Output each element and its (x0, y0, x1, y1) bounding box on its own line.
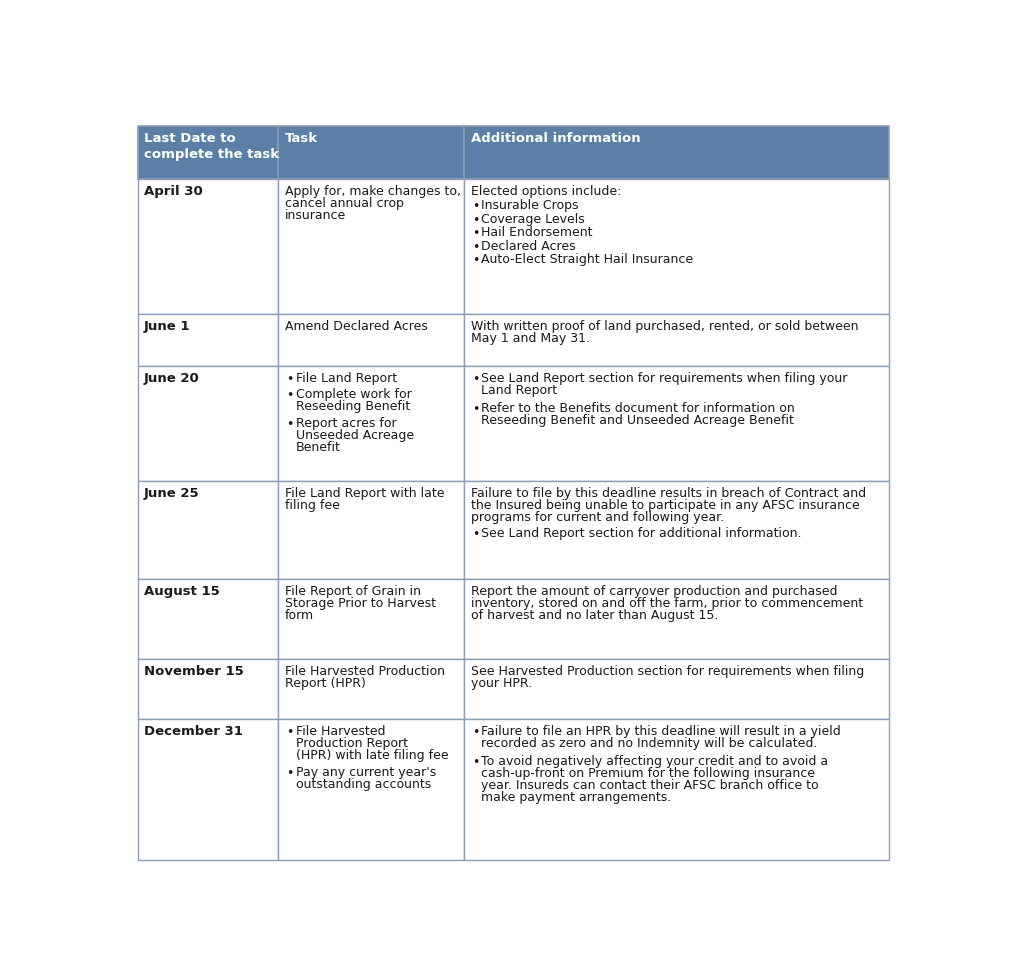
Text: Report (HPR): Report (HPR) (285, 677, 366, 690)
Text: June 1: June 1 (143, 320, 190, 333)
Text: filing fee: filing fee (285, 500, 340, 512)
Text: •: • (472, 227, 479, 240)
Bar (279, 579, 465, 659)
Text: Declared Acres: Declared Acres (481, 240, 577, 253)
Text: cancel annual crop: cancel annual crop (285, 197, 403, 210)
Bar (465, 719, 889, 860)
Bar (465, 126, 889, 179)
Text: November 15: November 15 (143, 665, 244, 678)
Text: December 31: December 31 (143, 725, 243, 739)
Text: Elected options include:: Elected options include: (471, 185, 621, 198)
Bar (465, 481, 889, 579)
Text: (HPR) with late filing fee: (HPR) with late filing fee (296, 750, 449, 762)
Text: your HPR.: your HPR. (471, 677, 531, 690)
Text: Benefit: Benefit (296, 441, 340, 454)
Text: •: • (472, 402, 479, 416)
Text: Additional information: Additional information (471, 133, 640, 145)
Text: May 1 and May 31.: May 1 and May 31. (471, 332, 590, 345)
Text: File Report of Grain in: File Report of Grain in (285, 585, 421, 598)
Bar (137, 313, 279, 366)
Text: cash-up-front on Premium for the following insurance: cash-up-front on Premium for the followi… (481, 767, 815, 781)
Text: Reseeding Benefit and Unseeded Acreage Benefit: Reseeding Benefit and Unseeded Acreage B… (481, 414, 795, 427)
Text: Hail Endorsement: Hail Endorsement (481, 226, 593, 239)
Text: June 25: June 25 (143, 487, 200, 501)
Bar (137, 719, 279, 860)
Text: Report the amount of carryover production and purchased: Report the amount of carryover productio… (471, 585, 837, 598)
Text: insurance: insurance (285, 209, 346, 222)
Text: Land Report: Land Report (481, 384, 557, 396)
Text: •: • (287, 726, 294, 739)
Bar (137, 179, 279, 313)
Bar (279, 126, 465, 179)
Text: August 15: August 15 (143, 585, 219, 598)
Text: •: • (287, 389, 294, 402)
Text: See Land Report section for additional information.: See Land Report section for additional i… (481, 527, 802, 540)
Bar (137, 579, 279, 659)
Text: Last Date to
complete the task: Last Date to complete the task (143, 133, 279, 161)
Bar (465, 313, 889, 366)
Bar (465, 179, 889, 313)
Bar (279, 719, 465, 860)
Bar (279, 313, 465, 366)
Text: Reseeding Benefit: Reseeding Benefit (296, 400, 410, 413)
Text: Production Report: Production Report (296, 737, 408, 751)
Bar (137, 481, 279, 579)
Text: Refer to the Benefits document for information on: Refer to the Benefits document for infor… (481, 402, 796, 415)
Bar (279, 179, 465, 313)
Text: Amend Declared Acres: Amend Declared Acres (285, 320, 428, 333)
Text: of harvest and no later than August 15.: of harvest and no later than August 15. (471, 609, 718, 622)
Text: •: • (472, 726, 479, 739)
Text: recorded as zero and no Indemnity will be calculated.: recorded as zero and no Indemnity will b… (481, 737, 818, 751)
Text: •: • (287, 418, 294, 430)
Text: •: • (472, 200, 479, 213)
Bar (465, 659, 889, 719)
Text: •: • (472, 373, 479, 386)
Bar (279, 481, 465, 579)
Text: •: • (472, 240, 479, 254)
Bar (137, 366, 279, 481)
Text: •: • (287, 373, 294, 386)
Text: With written proof of land purchased, rented, or sold between: With written proof of land purchased, re… (471, 320, 858, 333)
Text: Auto-Elect Straight Hail Insurance: Auto-Elect Straight Hail Insurance (481, 253, 693, 266)
Text: File Land Report with late: File Land Report with late (285, 487, 444, 501)
Text: form: form (285, 609, 313, 622)
Text: Insurable Crops: Insurable Crops (481, 199, 579, 213)
Text: •: • (287, 766, 294, 780)
Text: Pay any current year's: Pay any current year's (296, 766, 436, 779)
Bar (137, 659, 279, 719)
Text: •: • (472, 528, 479, 541)
Bar (279, 659, 465, 719)
Text: April 30: April 30 (143, 185, 203, 198)
Text: File Land Report: File Land Report (296, 372, 396, 385)
Bar (465, 579, 889, 659)
Text: Unseeded Acreage: Unseeded Acreage (296, 428, 414, 442)
Text: outstanding accounts: outstanding accounts (296, 778, 431, 791)
Text: Storage Prior to Harvest: Storage Prior to Harvest (285, 597, 435, 610)
Text: To avoid negatively affecting your credit and to avoid a: To avoid negatively affecting your credi… (481, 755, 828, 768)
Text: Report acres for: Report acres for (296, 417, 396, 429)
Text: Coverage Levels: Coverage Levels (481, 213, 585, 225)
Text: inventory, stored on and off the farm, prior to commencement: inventory, stored on and off the farm, p… (471, 597, 862, 610)
Bar (465, 366, 889, 481)
Text: See Harvested Production section for requirements when filing: See Harvested Production section for req… (471, 665, 864, 678)
Text: Failure to file by this deadline results in breach of Contract and: Failure to file by this deadline results… (471, 487, 865, 501)
Text: See Land Report section for requirements when filing your: See Land Report section for requirements… (481, 372, 848, 385)
Text: •: • (472, 214, 479, 226)
Text: programs for current and following year.: programs for current and following year. (471, 511, 724, 524)
Text: •: • (472, 254, 479, 267)
Text: year. Insureds can contact their AFSC branch office to: year. Insureds can contact their AFSC br… (481, 779, 819, 793)
Text: the Insured being unable to participate in any AFSC insurance: the Insured being unable to participate … (471, 500, 859, 512)
Text: June 20: June 20 (143, 372, 200, 385)
Bar (137, 126, 279, 179)
Text: File Harvested Production: File Harvested Production (285, 665, 444, 678)
Text: File Harvested: File Harvested (296, 725, 385, 739)
Bar (279, 366, 465, 481)
Text: Task: Task (285, 133, 317, 145)
Text: Apply for, make changes to,: Apply for, make changes to, (285, 185, 461, 198)
Text: Complete work for: Complete work for (296, 388, 412, 401)
Text: Failure to file an HPR by this deadline will result in a yield: Failure to file an HPR by this deadline … (481, 725, 841, 739)
Text: make payment arrangements.: make payment arrangements. (481, 792, 672, 804)
Text: •: • (472, 756, 479, 769)
